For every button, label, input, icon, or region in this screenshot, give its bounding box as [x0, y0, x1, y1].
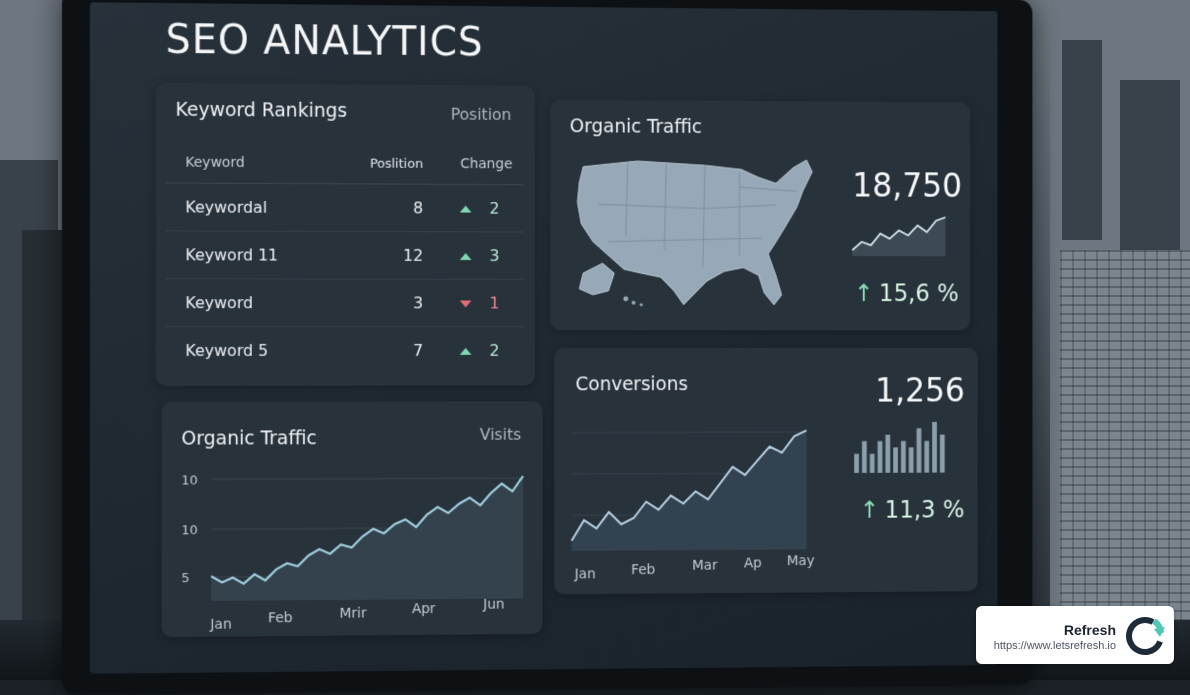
x-tick-label: Jun [482, 597, 504, 613]
change-percent: 15,6 % [879, 280, 959, 307]
organic-traffic-sparkline [850, 211, 949, 258]
position-cell: 8 [350, 184, 440, 232]
monitor: SEO ANALYTICS Keyword Rankings Position … [62, 0, 1032, 695]
card-meta: Position [451, 105, 512, 124]
organic-traffic-line-chart: 10 10 5 Jan Feb Mrir Apr Jun [162, 456, 543, 633]
change-cell: 2 [441, 327, 524, 374]
keyword-table: Keyword Poslition Change Keywordal 8 2 K… [166, 145, 525, 374]
change-percent: 11,3 % [885, 496, 965, 524]
position-cell: 12 [350, 231, 440, 279]
card-meta: Visits [480, 425, 521, 444]
y-tick-label: 5 [181, 571, 189, 586]
keyword-cell: Keyword [166, 279, 351, 327]
trend-up-icon [460, 253, 472, 260]
x-tick-label: Feb [268, 610, 293, 626]
arrow-up-icon: ↑ [860, 496, 879, 523]
x-tick-label: May [787, 553, 815, 569]
bar [870, 454, 875, 473]
change-value: 2 [489, 199, 499, 218]
change-cell: 3 [441, 232, 524, 280]
building [1060, 250, 1190, 630]
bar [854, 454, 859, 473]
x-tick-label: Jan [209, 617, 231, 633]
change-value: 1 [489, 294, 499, 313]
conversions-mini-bar-chart [852, 420, 951, 475]
bar [862, 441, 867, 473]
x-tick-label: Mar [692, 558, 718, 574]
dashboard-screen: SEO ANALYTICS Keyword Rankings Position … [90, 2, 998, 673]
bar [901, 441, 906, 473]
column-header-keyword[interactable]: Keyword [166, 145, 351, 184]
card-title: Organic Traffic [570, 115, 702, 137]
conversions-change: ↑11,3 % [860, 496, 964, 524]
table-row[interactable]: Keywordal 8 2 [166, 183, 525, 232]
building [1120, 80, 1180, 260]
bar [932, 422, 937, 473]
conversions-card: Conversions Jan Feb Mar Ap May 1,256 ↑11,3 % [554, 348, 977, 594]
x-tick-label: Mrir [340, 606, 367, 622]
refresh-logo-icon [1124, 615, 1166, 657]
trend-up-icon [460, 348, 472, 355]
refresh-watermark[interactable]: Refresh https://www.letsrefresh.io [976, 606, 1174, 664]
bar [885, 435, 890, 473]
y-tick-label: 10 [181, 473, 197, 488]
table-row[interactable]: Keyword 3 1 [166, 279, 525, 327]
usa-map-icon [570, 147, 820, 320]
organic-traffic-change: ↑15,6 % [854, 279, 958, 306]
bar [893, 447, 898, 472]
bar [924, 441, 929, 473]
organic-traffic-value: 18,750 [852, 166, 962, 205]
page-title: SEO ANALYTICS [166, 17, 484, 65]
x-tick-label: Apr [412, 601, 436, 617]
organic-traffic-chart-card: Organic Traffic Visits 10 10 5 Jan Feb Mrir Ap… [162, 401, 543, 637]
change-cell: 1 [441, 279, 524, 327]
table-header-row: Keyword Poslition Change [166, 145, 525, 185]
grid-line [211, 478, 523, 479]
brand-url: https://www.letsrefresh.io [994, 640, 1116, 652]
conversions-value: 1,256 [875, 371, 965, 409]
traffic-area [211, 476, 523, 601]
column-header-position[interactable]: Poslition [350, 146, 440, 185]
x-tick-label: Jan [574, 566, 596, 582]
building [22, 230, 66, 680]
x-tick-label: Feb [631, 562, 655, 578]
bar [940, 435, 945, 473]
bar [909, 447, 914, 472]
table-row[interactable]: Keyword 5 7 2 [166, 327, 525, 374]
change-cell: 2 [441, 184, 524, 232]
keyword-cell: Keywordal [166, 183, 351, 231]
conversions-line-chart: Jan Feb Mar Ap May [554, 412, 823, 590]
bar [878, 441, 883, 473]
trend-up-icon [460, 206, 472, 213]
position-cell: 7 [350, 327, 440, 374]
bar [917, 428, 922, 472]
keyword-cell: Keyword 5 [166, 327, 351, 374]
change-value: 2 [489, 341, 499, 360]
building [1062, 40, 1102, 240]
column-header-change[interactable]: Change [441, 146, 524, 184]
organic-traffic-summary-card: Organic Traffic 18,750 ↑15,6 % [550, 100, 970, 331]
x-tick-label: Ap [744, 556, 762, 572]
arrow-up-icon: ↑ [854, 279, 873, 306]
card-title: Organic Traffic [181, 427, 316, 449]
y-tick-label: 10 [181, 523, 197, 538]
trend-down-icon [460, 300, 472, 307]
grid-line [572, 432, 807, 433]
table-row[interactable]: Keyword 11 12 3 [166, 231, 525, 280]
card-title: Keyword Rankings [175, 99, 347, 122]
keyword-rankings-card: Keyword Rankings Position Keyword Poslit… [156, 83, 535, 386]
card-title: Conversions [575, 373, 687, 395]
keyword-cell: Keyword 11 [166, 231, 351, 279]
brand-name: Refresh [1064, 622, 1116, 638]
position-cell: 3 [350, 279, 440, 327]
change-value: 3 [489, 246, 499, 265]
